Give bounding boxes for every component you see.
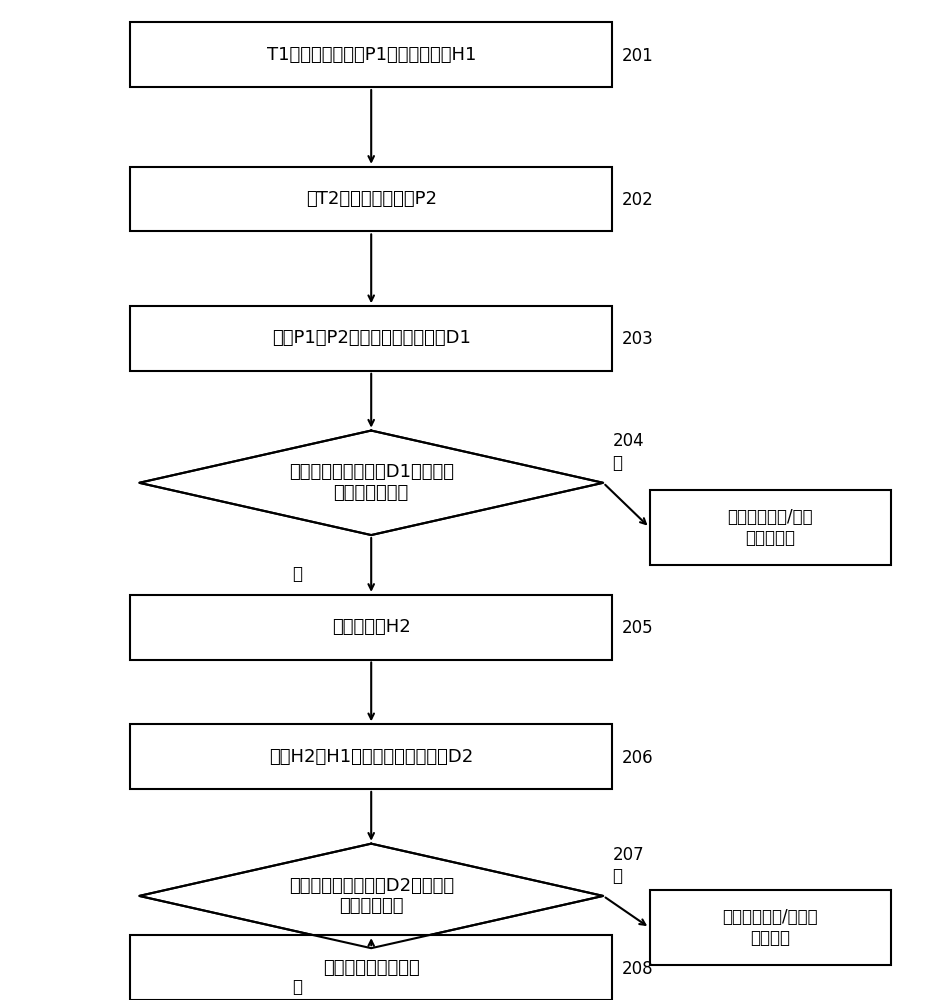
FancyBboxPatch shape <box>130 167 612 231</box>
Text: 在T2时刻获取血氧值P2: 在T2时刻获取血氧值P2 <box>305 190 437 208</box>
Text: 是: 是 <box>292 565 301 583</box>
Text: 向用户发出报警信号: 向用户发出报警信号 <box>323 959 419 977</box>
Text: 204: 204 <box>612 432 643 450</box>
FancyBboxPatch shape <box>130 935 612 1000</box>
FancyBboxPatch shape <box>649 890 890 965</box>
FancyBboxPatch shape <box>649 490 890 565</box>
Text: 205: 205 <box>621 619 653 637</box>
Text: 201: 201 <box>621 47 653 65</box>
Text: 获取海拔值H2: 获取海拔值H2 <box>332 618 410 636</box>
Text: 203: 203 <box>621 330 653 348</box>
Text: 否: 否 <box>292 978 301 996</box>
FancyBboxPatch shape <box>130 306 612 371</box>
Text: 208: 208 <box>621 960 653 978</box>
Text: 计算H2与H1之间的海拔变化数据D2: 计算H2与H1之间的海拔变化数据D2 <box>269 748 473 766</box>
Text: 显示海拔值和/或海拔
变化数据: 显示海拔值和/或海拔 变化数据 <box>721 908 818 947</box>
Text: 是: 是 <box>612 867 622 885</box>
Text: 判断该血氧变化数据D1是否大于
预设的血氧差值: 判断该血氧变化数据D1是否大于 预设的血氧差值 <box>288 463 453 502</box>
Polygon shape <box>139 431 603 535</box>
Text: 显示血氧值和/或血
氧变化数据: 显示血氧值和/或血 氧变化数据 <box>727 508 812 547</box>
Text: 207: 207 <box>612 846 643 864</box>
Text: 否: 否 <box>612 454 622 472</box>
Text: T1时刻获取血氧值P1，获取海拔值H1: T1时刻获取血氧值P1，获取海拔值H1 <box>266 46 476 64</box>
Text: 判断该海拔变化数据D2是否大于
预设海拔差值: 判断该海拔变化数据D2是否大于 预设海拔差值 <box>288 877 453 915</box>
Text: 202: 202 <box>621 191 653 209</box>
Text: 206: 206 <box>621 749 653 767</box>
FancyBboxPatch shape <box>130 595 612 660</box>
FancyBboxPatch shape <box>130 22 612 87</box>
Text: 计算P1与P2之间的血氧变化数据D1: 计算P1与P2之间的血氧变化数据D1 <box>272 329 470 347</box>
Polygon shape <box>139 844 603 948</box>
FancyBboxPatch shape <box>130 724 612 789</box>
